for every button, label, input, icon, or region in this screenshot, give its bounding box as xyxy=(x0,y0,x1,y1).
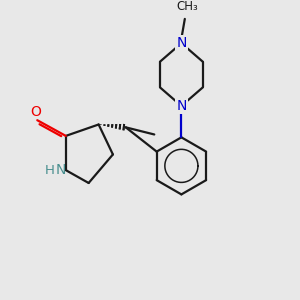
Text: N: N xyxy=(176,36,187,50)
Text: N: N xyxy=(56,163,66,177)
Text: CH₃: CH₃ xyxy=(176,0,198,13)
Text: N: N xyxy=(176,99,187,113)
Text: H: H xyxy=(45,164,55,177)
Text: O: O xyxy=(30,105,41,118)
